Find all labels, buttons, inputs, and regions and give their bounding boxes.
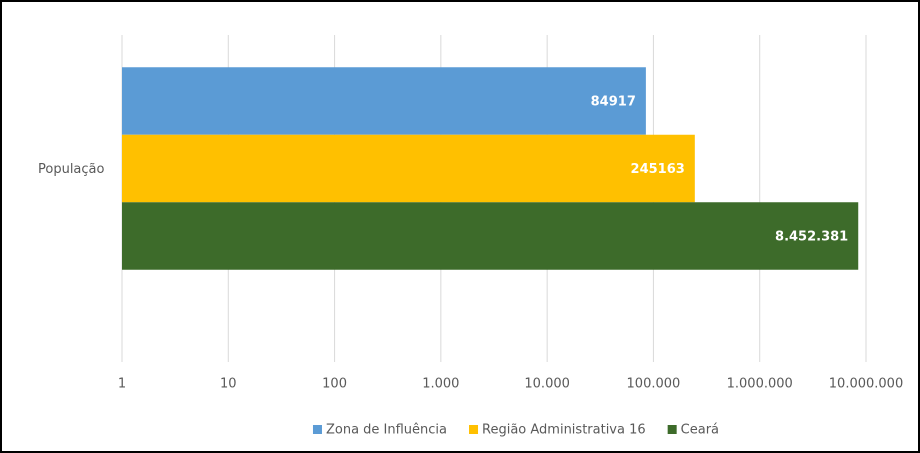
data-label: 245163 [631, 162, 685, 177]
x-tick-label: 10.000 [524, 377, 570, 392]
legend-label: Região Administrativa 16 [482, 423, 646, 438]
bar [122, 134, 695, 203]
y-tick-label: População [38, 162, 105, 177]
x-tick-label: 100 [322, 377, 347, 392]
x-tick-label: 1.000.000 [727, 377, 793, 392]
data-label: 8.452.381 [775, 230, 848, 245]
x-tick-label: 10 [220, 377, 237, 392]
bar [122, 202, 859, 270]
legend-swatch [312, 425, 322, 434]
x-tick-label: 100.000 [627, 377, 681, 392]
legend-label: Ceará [681, 423, 719, 438]
legend-swatch [469, 425, 479, 434]
legend-swatch [667, 425, 677, 434]
x-tick-label: 1.000 [422, 377, 459, 392]
x-tick-label: 10.000.000 [829, 377, 903, 392]
bar [122, 67, 646, 135]
legend-label: Zona de Influência [326, 423, 447, 438]
x-tick-label: 1 [118, 377, 126, 392]
data-label: 84917 [591, 95, 636, 110]
